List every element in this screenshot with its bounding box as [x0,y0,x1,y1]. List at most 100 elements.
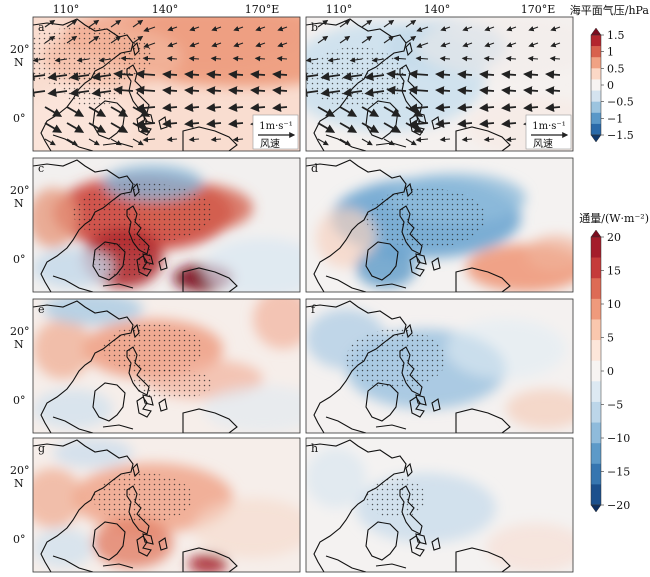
map-field [306,438,573,572]
wind-vector [184,119,200,129]
wind-vector [250,103,266,113]
wind-vector [272,86,288,96]
map-panel-b: 1m·s⁻¹ 风速 b [305,16,574,152]
wind-vector [408,69,429,79]
panel-label: f [311,303,316,316]
wind-vector [457,70,473,80]
colorbar-swatch [591,319,601,341]
wind-vector [545,103,561,113]
wind-vector [211,42,222,48]
colorbar-tick-label: 10 [607,298,621,311]
map-field [33,299,300,433]
colorbar-tick-label: 0 [607,79,614,92]
wind-vector [339,106,358,117]
wind-vector [457,86,473,96]
wind-vector [88,122,107,133]
field-anomaly [253,299,300,349]
lat-tick-equator: 0° [13,253,26,266]
wind-vector [110,138,122,146]
wind-vector [479,70,495,80]
wind-vector [393,55,407,62]
colorbar-swatch [591,57,601,69]
wind-vectors [306,19,561,146]
lat-tick-north: 20° [10,43,30,56]
lat-labels-row-4: 20° N 0° [10,464,30,546]
panel-label: e [38,303,45,316]
lat-tick-equator: 0° [13,112,26,125]
wind-vector [167,26,178,32]
colorbar-swatch [591,443,601,465]
colorbar-tick-label: 5 [607,332,614,345]
colorbar-swatch [591,463,601,485]
colorbar-tick-label: −1.5 [607,129,634,142]
wind-vector [143,42,156,48]
wind-vector [435,103,451,113]
field-anomaly [416,17,573,77]
coastline-segment [52,555,94,572]
wind-vector [210,136,222,143]
wind-vector [528,42,539,48]
wind-vector [405,19,417,28]
wind-vector [91,72,112,81]
wind-vector [317,138,329,146]
wind-vector [361,122,380,133]
field-anomaly [33,188,78,248]
wind-vector [416,26,429,32]
panel-label: c [38,162,44,175]
wind-vector [210,55,222,62]
wind-vector [142,55,156,62]
map-field [33,17,300,151]
coastline-segment [142,253,154,265]
colorbar-swatch [591,123,601,136]
coastline-segment [102,283,134,289]
wind-vector [135,69,156,79]
wind-vector [545,70,561,80]
wind-vector [383,35,395,44]
map-panel-f: f [305,298,574,434]
wind-vector [132,35,144,44]
reference-vector-speed: 1m·s⁻¹ [532,121,565,132]
field-anomaly [193,498,300,558]
wind-vector [484,42,495,48]
coastline [33,159,238,292]
coastline-segment [33,439,134,572]
wind-vector [371,57,385,63]
wind-vectors [33,19,288,146]
wind-vector [110,122,129,133]
wind-vector [91,88,112,97]
wind-vector [110,35,122,44]
colorbar-flux-bar [590,229,602,513]
map-panel-d: d [305,157,574,293]
coastline-segment [136,396,152,418]
wind-vector [162,70,178,80]
wind-vector [162,103,178,113]
wind-vector [439,55,451,62]
wind-vector [228,86,244,96]
field-anomaly [93,518,173,568]
coastline-segment [158,537,168,551]
field-anomaly [356,248,416,288]
wind-vector [320,72,341,81]
wind-vector [44,106,63,117]
significance-stipple [366,478,426,518]
wind-vector [408,103,429,113]
coastline-segment [405,41,413,57]
lat-labels-row-2: 20° N 0° [10,184,30,266]
wind-vector [501,70,517,80]
wind-vector [306,72,319,81]
wind-vector [277,42,288,48]
wind-vector [317,19,329,28]
reference-vector-label: 风速 [260,138,280,150]
field-anomaly [203,385,300,433]
wind-vector [479,103,495,113]
wind-vector [483,136,495,143]
lon-tick-label: 140° [424,3,451,16]
top-longitude-labels: 110° 140° 170°E 110° 140° 170°E [53,3,556,16]
wind-vector [76,57,90,63]
wind-vector [69,72,90,81]
wind-vector [549,55,561,62]
colorbar-slp-title: 海平面气压/hPa [570,3,650,17]
wind-vector [483,55,495,62]
wind-vector [233,26,244,32]
